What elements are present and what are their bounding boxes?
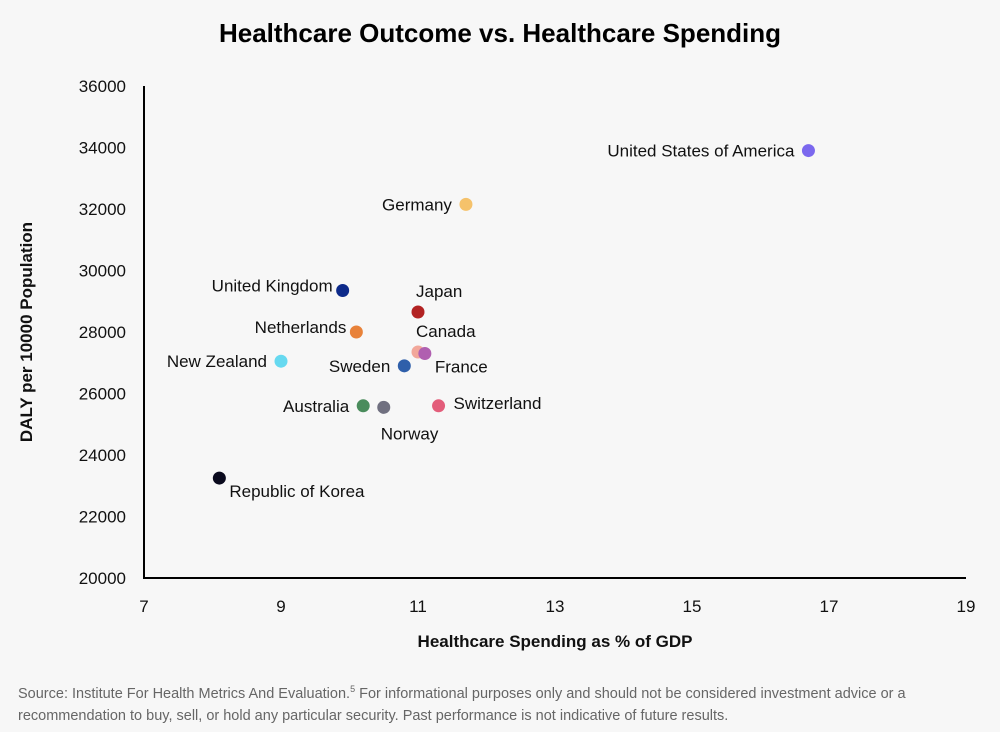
y-tick-label: 22000 <box>79 508 126 527</box>
data-point <box>801 144 815 158</box>
x-tick-label: 9 <box>276 597 285 616</box>
y-tick-label: 32000 <box>79 200 126 219</box>
footnote-marker: 5 <box>350 684 356 694</box>
data-point <box>459 197 473 211</box>
y-tick-label: 34000 <box>79 139 126 158</box>
data-point-label: New Zealand <box>167 352 267 371</box>
data-point-label: Sweden <box>329 357 390 376</box>
y-axis-title: DALY per 10000 Population <box>17 222 36 442</box>
x-tick-label: 11 <box>409 597 427 616</box>
chart-title: Healthcare Outcome vs. Healthcare Spendi… <box>218 18 782 48</box>
data-point-label: United States of America <box>607 142 795 161</box>
data-point-label: Japan <box>416 282 462 301</box>
data-point-label: Republic of Korea <box>229 482 365 501</box>
data-point <box>349 325 363 339</box>
data-point-label: Netherlands <box>255 318 347 337</box>
data-point <box>274 354 288 368</box>
x-tick-label: 13 <box>546 597 565 616</box>
y-tick-label: 28000 <box>79 323 126 342</box>
data-point <box>418 347 432 361</box>
y-tick-label: 26000 <box>79 385 126 404</box>
x-tick-label: 15 <box>683 597 702 616</box>
y-tick-label: 30000 <box>79 262 126 281</box>
x-tick-label: 19 <box>957 597 976 616</box>
data-point <box>212 471 226 485</box>
data-point-label: Australia <box>283 397 350 416</box>
data-point-label: United Kingdom <box>212 276 333 295</box>
data-point <box>356 399 370 413</box>
y-tick-label: 36000 <box>79 77 126 96</box>
data-point-label: Germany <box>382 195 452 214</box>
source-disclaimer: For informational purposes only and shou… <box>18 685 906 724</box>
data-point <box>377 400 391 414</box>
data-point <box>336 283 350 297</box>
data-point-label: Canada <box>416 322 476 341</box>
scatter-chart: 20000 22000 24000 26000 28000 30000 32000 34000… <box>17 77 976 651</box>
data-point-label: Norway <box>381 424 439 443</box>
data-point <box>411 305 425 319</box>
y-tick-label: 24000 <box>79 446 126 465</box>
data-point <box>397 359 411 373</box>
source-note: Source: Institute For Health Metrics And… <box>18 678 982 727</box>
source-prefix: Source: Institute For Health Metrics And… <box>18 685 351 702</box>
y-tick-label: 20000 <box>79 569 126 588</box>
x-tick-label: 7 <box>139 597 148 616</box>
data-point <box>432 399 446 413</box>
x-tick-label: 17 <box>820 597 839 616</box>
x-axis-title: Healthcare Spending as % of GDP <box>418 632 693 651</box>
data-point-label: France <box>435 358 488 377</box>
data-point-label: Switzerland <box>454 394 542 413</box>
